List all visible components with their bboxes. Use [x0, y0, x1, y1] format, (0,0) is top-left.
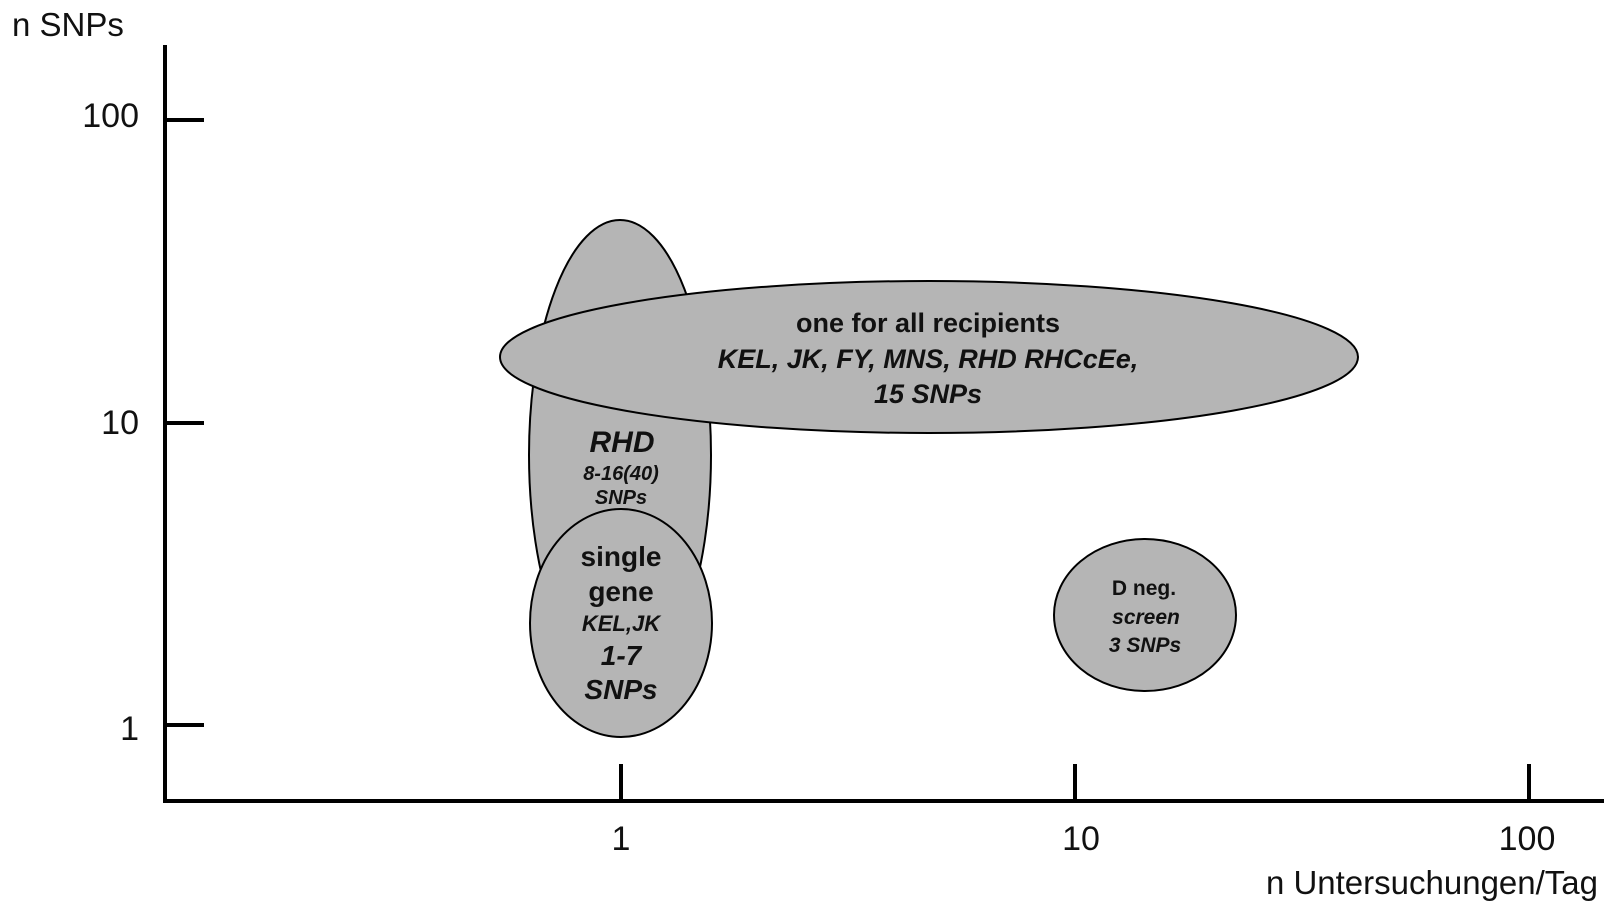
y-tick-label-1: 1 [120, 710, 139, 748]
y-tick-label-10: 10 [101, 404, 139, 442]
single-gene-genes: KEL,JK [582, 611, 662, 636]
x-tick-label-100: 100 [1499, 820, 1556, 858]
single-gene-line-gene: gene [588, 576, 653, 607]
rhd-title: RHD [590, 426, 655, 459]
all-recipients-genes: KEL, JK, FY, MNS, RHD RHCcEe, [718, 344, 1139, 374]
rhd-snp-unit: SNPs [595, 487, 647, 509]
y-tick-label-100: 100 [82, 97, 139, 135]
y-axis-title: n SNPs [12, 6, 124, 43]
d-neg-ellipse [1053, 538, 1237, 692]
x-tick-label-10: 10 [1062, 820, 1100, 858]
d-neg-title: D neg. [1112, 577, 1176, 600]
x-tick-label-1: 1 [612, 820, 631, 858]
d-neg-screen: screen [1112, 606, 1180, 629]
single-gene-snp-unit: SNPs [584, 674, 657, 705]
single-gene-ellipse [529, 508, 713, 738]
all-recipients-snps: 15 SNPs [874, 379, 982, 409]
x-axis-title: n Untersuchungen/Tag [1266, 864, 1598, 901]
all-recipients-title: one for all recipients [796, 308, 1060, 338]
single-gene-line-single: single [581, 541, 662, 572]
rhd-snp-range: 8-16(40) [583, 463, 659, 485]
all-recipients-ellipse [499, 280, 1359, 434]
single-gene-snp-range: 1-7 [601, 640, 643, 671]
d-neg-snps: 3 SNPs [1109, 634, 1181, 657]
